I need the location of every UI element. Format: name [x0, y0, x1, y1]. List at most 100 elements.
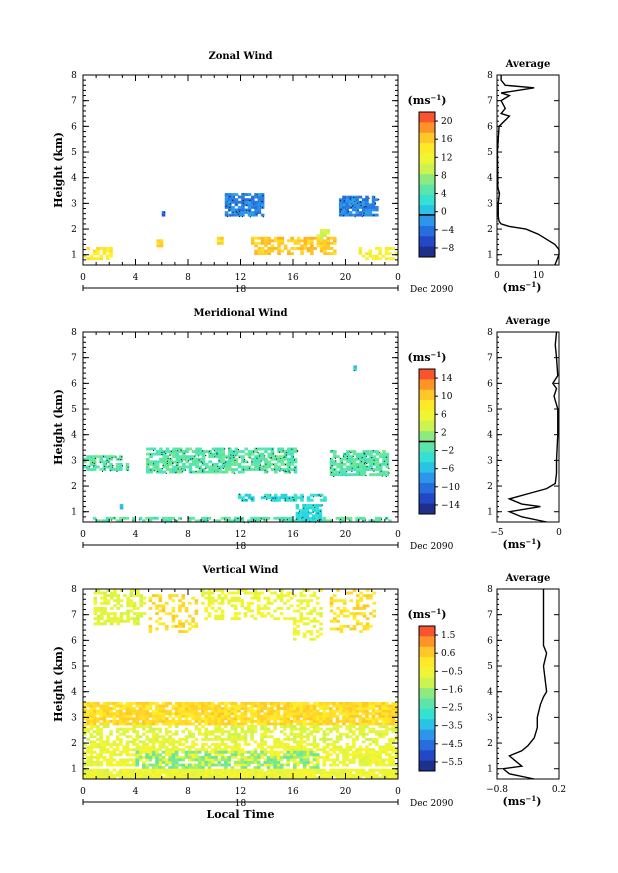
- heatmap-cell: [323, 249, 327, 253]
- heatmap-cell: [237, 761, 241, 764]
- heatmap-cell: [89, 257, 94, 261]
- heatmap-cell: [122, 732, 126, 736]
- heatmap-cell: [319, 234, 324, 238]
- heatmap-cell: [241, 211, 245, 214]
- heatmap-cell: [155, 465, 160, 469]
- heatmap-cell: [260, 198, 265, 202]
- heatmap-cell: [132, 712, 136, 716]
- heatmap-cell: [329, 701, 333, 705]
- heatmap-cell: [109, 617, 114, 621]
- heatmap-cell: [109, 750, 113, 754]
- heatmap-cell: [266, 771, 271, 775]
- zero-contour-dot: [270, 494, 272, 496]
- heatmap-cell: [378, 707, 382, 710]
- heatmap-cell: [273, 776, 277, 780]
- heatmap-cell: [365, 758, 369, 762]
- heatmap-cell: [371, 200, 376, 204]
- heatmap-cell: [122, 707, 126, 710]
- heatmap-cell: [306, 709, 310, 713]
- heatmap-cell: [267, 455, 271, 459]
- heatmap-cell: [355, 195, 359, 199]
- heatmap-cell: [119, 604, 124, 608]
- heatmap-cell: [178, 604, 182, 608]
- heatmap-cell: [100, 601, 104, 605]
- heatmap-cell: [250, 730, 254, 734]
- zero-contour-dot: [169, 458, 171, 460]
- heatmap-cell: [369, 460, 373, 464]
- heatmap-cell: [296, 776, 300, 780]
- heatmap-cell: [201, 709, 205, 713]
- heatmap-cell: [188, 601, 192, 605]
- zero-contour-dot: [264, 455, 266, 457]
- heatmap-cell: [113, 589, 117, 592]
- zero-contour-dot: [314, 506, 316, 508]
- colorbar-tick-label: 6: [441, 410, 447, 420]
- heatmap-cell: [388, 763, 392, 767]
- heatmap-cell: [174, 766, 179, 770]
- average-frame: [496, 331, 560, 523]
- heatmap-cell: [352, 712, 356, 716]
- heatmap-cell: [260, 465, 265, 469]
- heatmap-cell: [322, 776, 327, 780]
- heatmap-cell: [231, 198, 235, 202]
- heatmap-cell: [260, 455, 265, 459]
- heatmap-cell: [161, 701, 166, 705]
- heatmap-cell: [146, 452, 150, 456]
- heatmap-cell: [105, 737, 110, 741]
- heatmap-cell: [162, 452, 166, 456]
- heatmap-cell: [287, 252, 291, 256]
- heatmap-cell: [289, 745, 294, 749]
- heatmap-cell: [362, 462, 367, 466]
- heatmap-cell: [237, 519, 241, 523]
- heatmap-cell: [368, 763, 373, 767]
- heatmap-cell: [273, 455, 278, 459]
- heatmap-cell: [201, 732, 205, 736]
- zero-contour-dot: [349, 198, 351, 200]
- heatmap-cell: [267, 496, 271, 500]
- heatmap-cell: [260, 753, 264, 757]
- heatmap-cell: [184, 753, 189, 757]
- heatmap-cell: [302, 753, 307, 757]
- panel-title: Meridional Wind: [193, 308, 287, 319]
- heatmap-cell: [241, 460, 245, 464]
- heatmap-cell: [194, 701, 199, 705]
- heatmap-cell: [125, 740, 130, 744]
- heatmap-cell: [315, 768, 320, 772]
- heatmap-cell: [228, 460, 232, 464]
- heatmap-cell: [106, 617, 111, 621]
- heatmap-cell: [293, 719, 297, 723]
- heatmap-cell: [256, 609, 261, 613]
- heatmap-cell: [145, 701, 149, 705]
- heatmap-cell: [171, 750, 176, 754]
- heatmap-cell: [224, 470, 229, 474]
- zero-contour-dot: [253, 203, 255, 205]
- heatmap-cell: [365, 198, 369, 202]
- heatmap-cell: [381, 712, 386, 716]
- zero-contour-dot: [361, 216, 363, 218]
- heatmap-cell: [369, 457, 373, 461]
- heatmap-cell: [256, 753, 261, 757]
- heatmap-cell: [210, 717, 215, 721]
- heatmap-cell: [365, 719, 369, 723]
- heatmap-cell: [267, 447, 271, 451]
- heatmap-cell: [191, 763, 195, 767]
- heatmap-cell: [325, 707, 330, 710]
- heatmap-cell: [319, 244, 324, 248]
- heatmap-cell: [315, 601, 320, 605]
- colorbar-segment: [419, 163, 435, 175]
- heatmap-cell: [168, 722, 172, 726]
- heatmap-cell: [204, 519, 208, 523]
- heatmap-cell: [138, 750, 143, 754]
- heatmap-cell: [116, 617, 121, 621]
- heatmap-cell: [122, 727, 126, 731]
- heatmap-cell: [338, 776, 343, 780]
- heatmap-cell: [168, 450, 173, 453]
- heatmap-cell: [102, 455, 107, 459]
- heatmap-cell: [309, 730, 313, 734]
- zero-contour-dot: [351, 207, 353, 209]
- heatmap-cell: [286, 748, 291, 752]
- heatmap-cell: [355, 773, 359, 777]
- heatmap-cell: [263, 707, 268, 710]
- heatmap-cell: [201, 591, 205, 595]
- heatmap-cell: [319, 241, 324, 245]
